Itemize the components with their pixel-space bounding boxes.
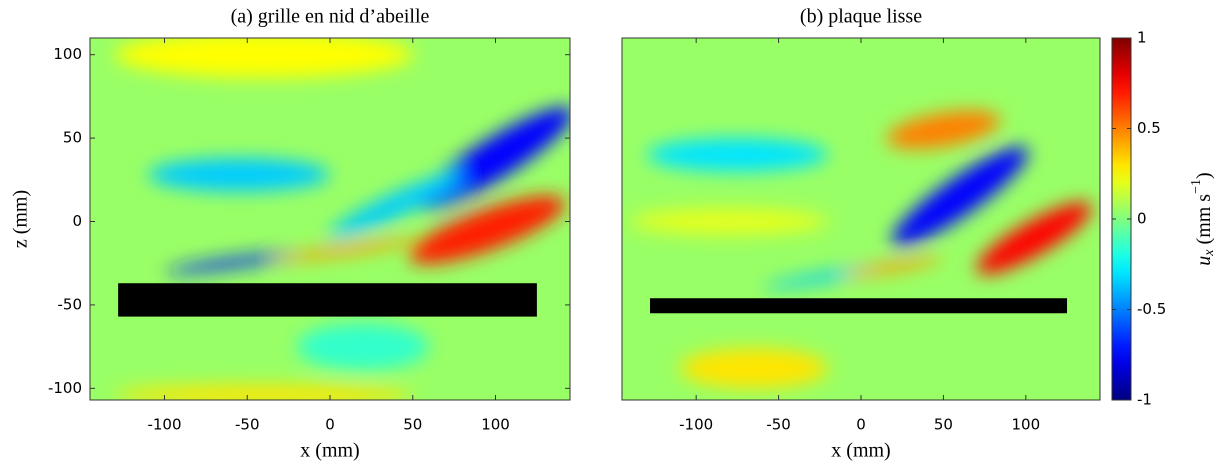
field-feature [296, 323, 430, 370]
x-tick-label: -50 [766, 416, 791, 434]
field-feature [114, 38, 413, 79]
colorbar-tick-label: 1 [1137, 29, 1147, 47]
x-tick-label: 50 [934, 416, 953, 434]
colorbar-label-part: ) [1193, 172, 1215, 179]
field-feature [409, 195, 566, 264]
field-feature [630, 208, 829, 235]
x-tick-label: 100 [481, 416, 510, 434]
field-feature [272, 238, 421, 262]
field-feature [114, 384, 413, 400]
y-tick-label: 100 [53, 45, 82, 63]
field-feature [886, 110, 1001, 149]
field-feature [417, 106, 570, 210]
plot-area [90, 38, 570, 400]
plot-area [622, 38, 1100, 400]
y-tick-label: -100 [48, 379, 82, 397]
x-axis-label: x (mm) [831, 440, 890, 462]
field-features [114, 38, 570, 400]
x-tick-label: 100 [1012, 416, 1041, 434]
x-tick-label: 0 [856, 416, 866, 434]
field-feature [646, 138, 829, 172]
x-axis-label: x (mm) [300, 440, 359, 462]
field-feature [845, 256, 943, 277]
x-tick-label: 50 [403, 416, 422, 434]
panel-title: (b) plaque lisse [800, 6, 922, 28]
colorbar-label-part: (mm s [1193, 194, 1215, 250]
y-tick-label: -50 [58, 295, 83, 313]
field-feature [328, 171, 464, 239]
x-tick-label: 0 [325, 416, 335, 434]
x-tick-label: -50 [235, 416, 260, 434]
field-features [630, 110, 1092, 389]
x-tick-label: -100 [679, 416, 713, 434]
colorbar-tick-label: 0 [1137, 210, 1147, 228]
y-tick-label: 0 [72, 212, 82, 230]
colorbar-tick-label: -1 [1137, 391, 1152, 409]
y-axis-label: z (mm) [10, 190, 32, 248]
field-feature [147, 158, 330, 192]
field-feature [976, 202, 1092, 275]
colorbar-label: ux (mm s−1) [1189, 172, 1217, 265]
x-tick-label: -100 [147, 416, 181, 434]
field-feature [891, 146, 1029, 247]
colorbar-label-part: −1 [1189, 179, 1204, 194]
field-feature [165, 252, 297, 274]
colorbar-tick-label: 0.5 [1137, 119, 1161, 137]
obstacle [118, 283, 537, 317]
colorbar-tick-label: -0.5 [1137, 300, 1166, 318]
y-tick-label: 50 [63, 129, 82, 147]
colorbar-label-part: u [1193, 256, 1215, 266]
obstacle [650, 298, 1068, 314]
field-feature [679, 348, 829, 389]
colorbar-label-part: x [1202, 249, 1217, 257]
panel-title: (a) grille en nid d’abeille [231, 6, 430, 28]
